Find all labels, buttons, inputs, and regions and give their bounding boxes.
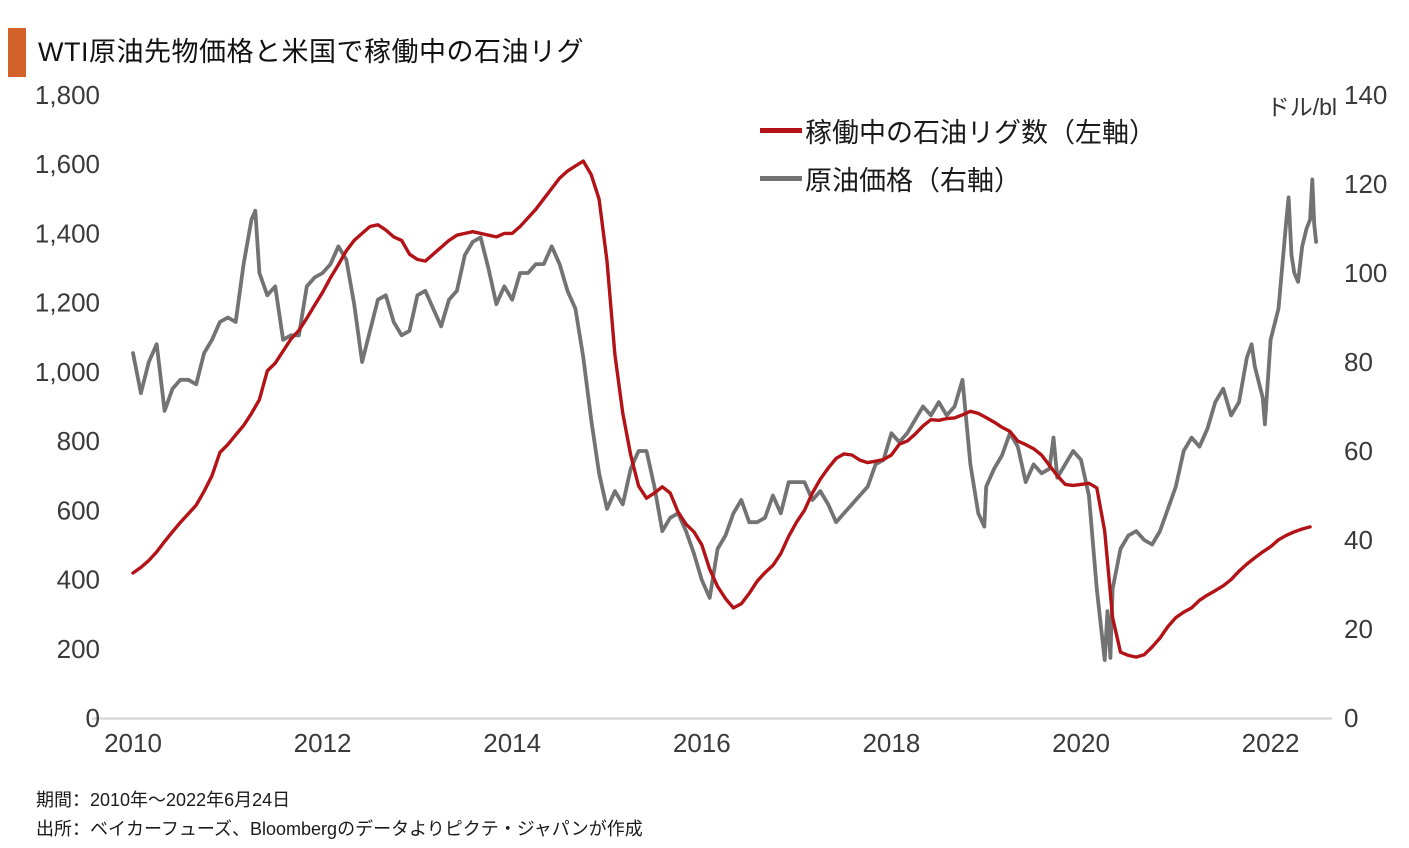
y-axis-left-tick-label: 1,800 [35,80,100,110]
y-axis-right-tick-label: 40 [1344,525,1373,555]
y-axis-left-tick-label: 1,400 [35,218,100,248]
y-axis-right-tick-label: 80 [1344,347,1373,377]
y-axis-left-tick-label: 1,000 [35,357,100,387]
y-axis-left-tick-label: 600 [57,495,100,525]
y-axis-right-tick-label: 120 [1344,169,1387,199]
x-axis-tick-label: 2020 [1052,728,1110,758]
title-accent-bar [8,28,26,77]
legend-label-oil-price: 原油価格（右軸） [805,165,1021,196]
legend: 稼働中の石油リグ数（左軸） 原油価格（右軸） [760,110,1156,206]
y-axis-left-tick-label: 200 [57,634,100,664]
y-axis-left-tick-label: 400 [57,565,100,595]
y-axis-right-tick-label: 20 [1344,614,1373,644]
x-axis-tick-label: 2014 [483,728,541,758]
x-axis-tick-label: 2022 [1242,728,1300,758]
legend-item-rig-count: 稼働中の石油リグ数（左軸） [760,110,1156,150]
legend-item-oil-price: 原油価格（右軸） [760,158,1156,198]
y-axis-left-tick-label: 1,600 [35,149,100,179]
y-axis-right-tick-label: 0 [1344,703,1358,733]
period-note: 期間：2010年～2022年6月24日 [36,790,291,810]
legend-swatch-oil-price [760,175,802,181]
y-axis-left-tick-label: 0 [86,703,100,733]
oil-price-line [131,177,1318,662]
source-note: 出所：ベイカーフューズ、Bloombergのデータよりピクテ・ジャパンが作成 [36,819,643,839]
chart-title: WTI原油先物価格と米国で稼働中の石油リグ [38,37,584,67]
x-axis-tick-label: 2012 [294,728,352,758]
y-axis-right-tick-label: 60 [1344,436,1373,466]
y-axis-left-tick-label: 800 [57,426,100,456]
y-axis-right-tick-label: 140 [1344,80,1387,110]
legend-swatch-rig-count [760,127,802,133]
y-axis-right-tick-label: 100 [1344,258,1387,288]
y-axis-left-tick-label: 1,200 [35,288,100,318]
legend-label-rig-count: 稼働中の石油リグ数（左軸） [805,117,1156,148]
right-axis-unit-label: ドル/bl [1266,94,1337,120]
x-axis-tick-label: 2010 [104,728,162,758]
rig-count-line [131,159,1312,659]
x-axis-tick-label: 2016 [673,728,731,758]
footnotes: 期間：2010年～2022年6月24日 出所：ベイカーフューズ、Bloomber… [36,786,643,844]
x-axis-tick-label: 2018 [862,728,920,758]
